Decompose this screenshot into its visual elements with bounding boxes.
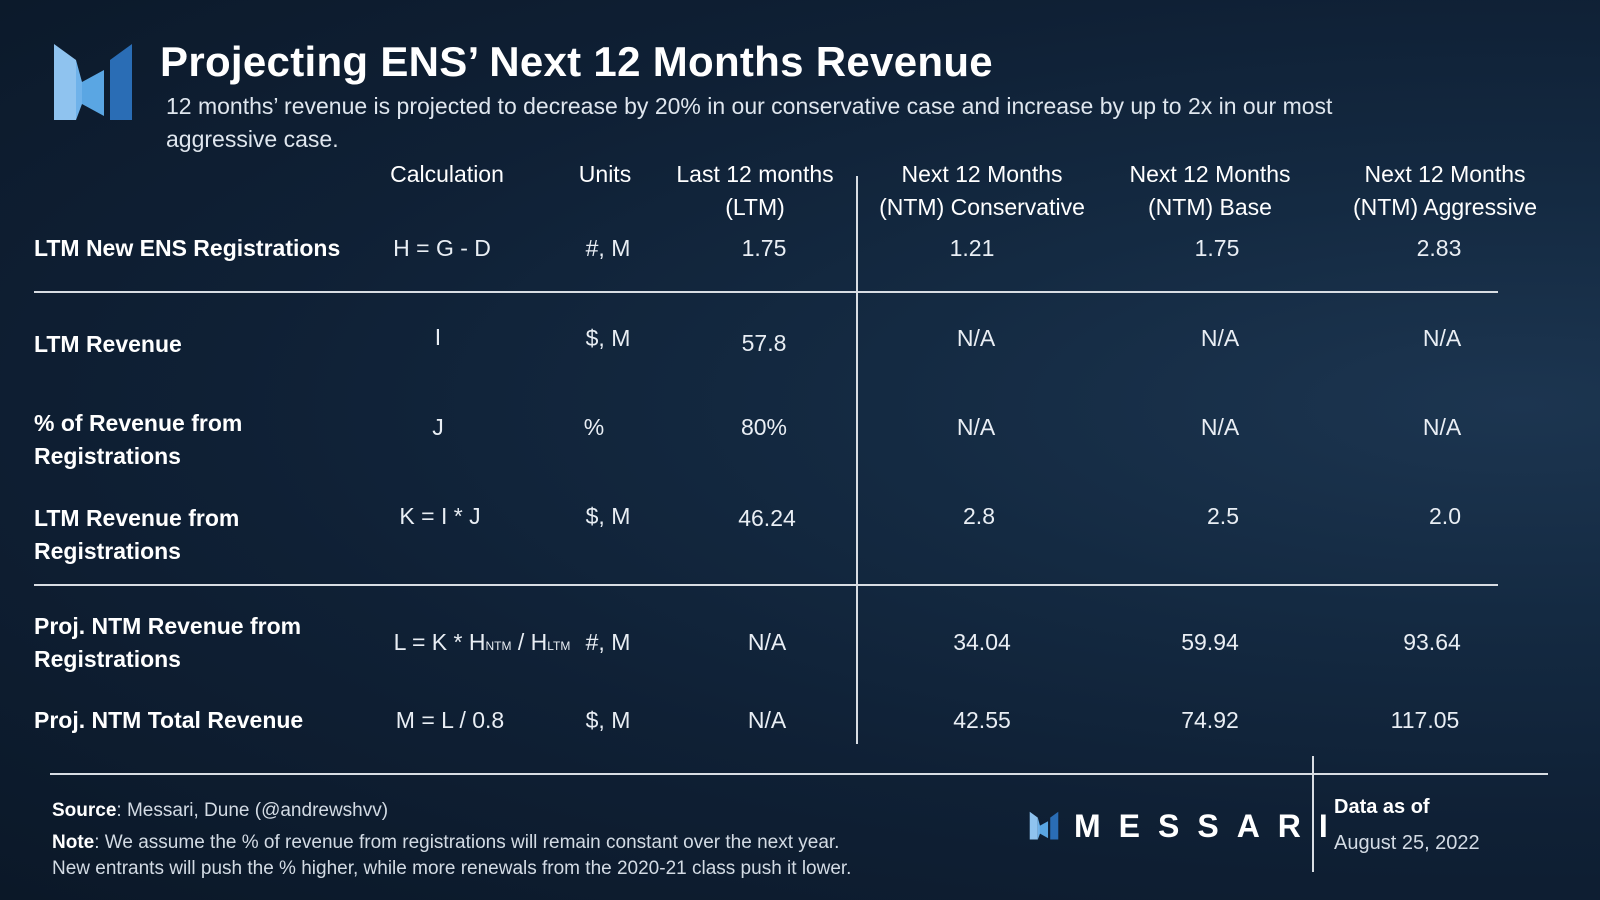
note-line: Note: We assume the % of revenue from re… — [52, 832, 839, 854]
row-label: LTM Revenue from Registrations — [34, 505, 240, 564]
page-title: Projecting ENS’ Next 12 Months Revenue — [160, 38, 993, 85]
col-header-conservative: Next 12 Months (NTM) Conservative — [862, 158, 1102, 224]
col-header-aggr-line2: (NTM) Aggressive — [1352, 194, 1538, 220]
source-text: : Messari, Dune (@andrewshvv) — [116, 800, 389, 821]
cell-base: 2.5 — [1207, 503, 1239, 529]
cell-conservative: 34.04 — [953, 629, 1011, 655]
cell-base: 74.92 — [1181, 707, 1239, 733]
cell-aggressive: N/A — [1422, 325, 1462, 351]
note-text: : We assume the % of revenue from regist… — [94, 832, 840, 853]
cell-calc: J — [432, 414, 444, 440]
row-divider-2 — [34, 584, 1498, 586]
col-header-ltm-line1: Last 12 months — [676, 161, 834, 187]
cell-ltm: 80% — [740, 414, 788, 440]
cell-ltm: 1.75 — [741, 235, 787, 261]
row-label: Proj. NTM Total Revenue — [34, 707, 304, 733]
col-header-base-line1: Next 12 Months — [1129, 161, 1291, 187]
row-label: Proj. NTM Revenue from Registrations — [34, 613, 302, 672]
cell-calc: I — [434, 324, 442, 350]
col-header-cons-line2: (NTM) Conservative — [879, 194, 1085, 220]
col-header-ltm: Last 12 months (LTM) — [660, 158, 850, 224]
cell-aggressive: 2.0 — [1429, 503, 1461, 529]
cell-units: $, M — [585, 707, 631, 733]
row-label: % of Revenue from Registrations — [34, 410, 243, 469]
cell-aggressive: 2.83 — [1416, 235, 1462, 261]
messari-brand-icon — [1029, 811, 1059, 840]
data-as-of-date: August 25, 2022 — [1334, 832, 1480, 854]
cell-conservative: 42.55 — [953, 707, 1011, 733]
cell-aggressive: N/A — [1422, 414, 1462, 440]
cell-units: #, M — [585, 235, 631, 261]
calc-text-mid: / H — [511, 629, 548, 655]
cell-units: #, M — [585, 629, 631, 655]
footer-vertical-divider — [1312, 756, 1314, 872]
cell-ltm: 46.24 — [738, 505, 796, 531]
column-divider — [856, 176, 858, 744]
cell-aggressive: 117.05 — [1390, 707, 1460, 733]
row-divider-1 — [34, 291, 1498, 293]
source-label: Source — [52, 800, 117, 821]
col-header-calculation: Calculation — [390, 161, 504, 187]
cell-calc: L = K * HNTM / HLTM — [394, 626, 571, 663]
col-header-aggressive: Next 12 Months (NTM) Aggressive — [1335, 158, 1555, 224]
messari-brand: MESSARI — [1028, 806, 1346, 846]
calc-subscript-ntm: NTM — [485, 639, 512, 653]
cell-base: N/A — [1200, 414, 1240, 440]
cell-calc: K = I * J — [399, 503, 481, 529]
cell-conservative: N/A — [956, 325, 996, 351]
calc-text: L = K * H — [393, 629, 486, 655]
page-subtitle: 12 months’ revenue is projected to decre… — [166, 93, 1333, 152]
calc-subscript-ltm: LTM — [547, 639, 571, 653]
cell-ltm: N/A — [747, 707, 787, 733]
row-label: LTM New ENS Registrations — [34, 235, 341, 261]
row-label: LTM Revenue — [34, 331, 182, 357]
col-header-aggr-line1: Next 12 Months — [1364, 161, 1526, 187]
cell-units: % — [583, 414, 605, 440]
data-as-of-label: Data as of — [1334, 796, 1430, 818]
cell-ltm: 57.8 — [741, 330, 787, 356]
note-label: Note — [52, 832, 95, 853]
source-line: Source: Messari, Dune (@andrewshvv) — [52, 800, 388, 822]
col-header-ltm-line2: (LTM) — [725, 194, 785, 220]
cell-base: N/A — [1200, 325, 1240, 351]
cell-base: 59.94 — [1181, 629, 1239, 655]
footer-divider — [50, 773, 1548, 775]
col-header-units: Units — [578, 161, 632, 187]
cell-conservative: 2.8 — [963, 503, 995, 529]
col-header-base-line2: (NTM) Base — [1148, 194, 1272, 220]
cell-calc: M = L / 0.8 — [395, 707, 505, 733]
cell-conservative: 1.21 — [949, 235, 995, 261]
cell-calc: H = G - D — [393, 235, 491, 261]
brand-name: MESSARI — [1074, 807, 1346, 844]
cell-base: 1.75 — [1194, 235, 1240, 261]
cell-ltm: N/A — [747, 629, 787, 655]
col-header-base: Next 12 Months (NTM) Base — [1110, 158, 1310, 224]
cell-units: $, M — [585, 325, 631, 351]
messari-logo-icon — [54, 44, 132, 120]
cell-units: $, M — [585, 503, 631, 529]
cell-aggressive: 93.64 — [1403, 629, 1461, 655]
note-line-2: New entrants will push the % higher, whi… — [52, 858, 852, 879]
cell-conservative: N/A — [956, 414, 996, 440]
col-header-cons-line1: Next 12 Months — [901, 161, 1063, 187]
